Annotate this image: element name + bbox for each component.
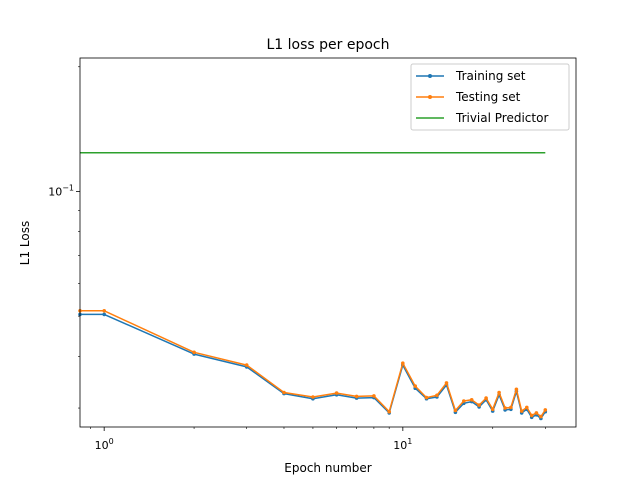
testing-set-point	[444, 381, 449, 385]
legend-item-trivial-predictor: Trivial Predictor	[416, 111, 548, 125]
testing-set-point	[469, 398, 474, 402]
testing-set-point	[435, 393, 439, 398]
testing-set-point	[477, 403, 481, 407]
testing-set-point	[453, 408, 458, 413]
testing-set-point	[539, 414, 543, 419]
legend-marker	[428, 95, 432, 99]
testing-set-point	[462, 399, 466, 403]
testing-set-point	[102, 309, 106, 313]
legend-item-training-set: Training set	[416, 69, 526, 83]
testing-set-point	[514, 387, 519, 392]
testing-set-point	[282, 390, 286, 395]
plot-frame	[79, 57, 577, 428]
legend-items: Training set Testing set Trivial Predictor	[416, 69, 548, 125]
testing-set-point	[543, 408, 548, 412]
legend-box	[410, 63, 570, 131]
testing-set-point	[192, 350, 196, 355]
testing-set-point	[503, 406, 507, 410]
legend: Training set Testing set Trivial Predictor	[410, 63, 570, 131]
testing-set-series	[78, 309, 548, 419]
legend-label: Testing set	[455, 90, 521, 104]
testing-set-point	[244, 363, 249, 367]
y-axis-label: L1 Loss	[18, 221, 32, 265]
testing-set-point	[372, 394, 376, 398]
x-axis-label: Epoch number	[284, 461, 371, 475]
legend-label: Training set	[455, 69, 526, 83]
testing-set-point	[387, 409, 392, 414]
testing-set-point	[534, 411, 539, 415]
testing-set-point	[519, 409, 524, 413]
testing-set-point	[311, 395, 315, 399]
training-set-point	[102, 312, 106, 317]
testing-set-point	[509, 405, 513, 410]
testing-set-point	[424, 395, 429, 400]
testing-set-point	[525, 405, 529, 410]
testing-set-point	[354, 394, 359, 399]
legend-marker	[428, 74, 432, 78]
testing-set-point	[484, 396, 488, 400]
legend-label: Trivial Predictor	[455, 111, 548, 125]
testing-set-point	[529, 413, 534, 418]
chart-title: L1 loss per epoch	[267, 37, 390, 53]
legend-item-testing-set: Testing set	[416, 90, 521, 104]
series-layer	[78, 152, 548, 421]
testing-set-point	[401, 361, 405, 366]
testing-set-point	[413, 384, 418, 388]
testing-set-point	[334, 391, 339, 395]
testing-set-point	[490, 407, 495, 412]
testing-set-point	[497, 390, 501, 395]
